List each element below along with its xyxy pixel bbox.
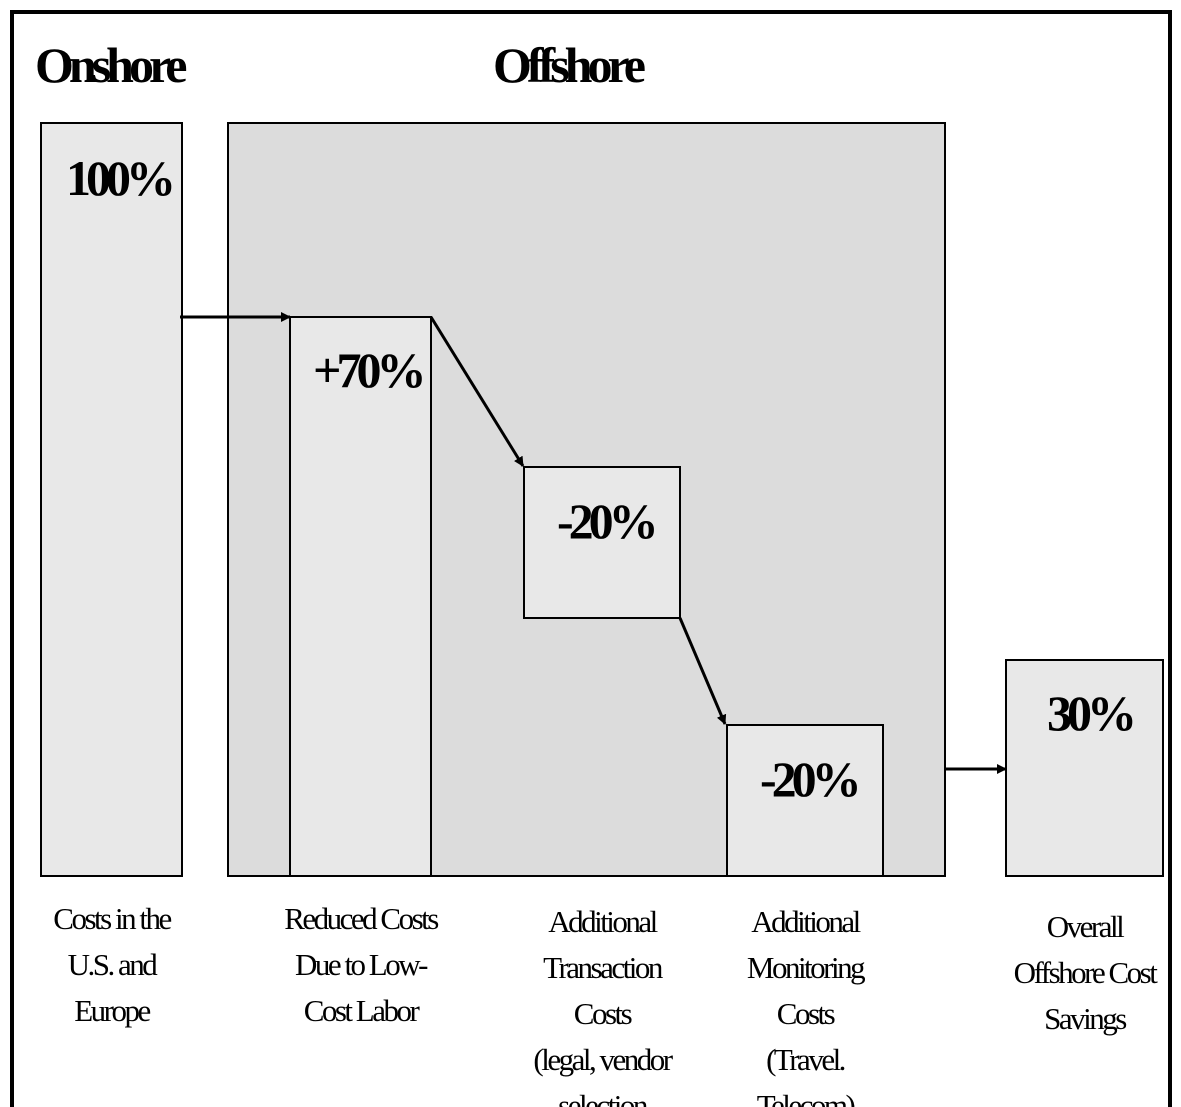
step-box [40,122,183,877]
step-value: -20% [557,493,655,549]
step-caption: Transaction [543,950,664,985]
step-caption: Reduced Costs [284,901,438,936]
step-caption: Additional [548,904,657,939]
step-caption: selection [558,1088,649,1107]
step-caption: (legal, vendor [533,1042,673,1077]
arrow [429,316,525,467]
step-caption: Costs [777,996,835,1031]
step-caption: Cost Labor [304,993,421,1028]
step-box [289,316,432,877]
step-value: -20% [760,751,858,807]
step-caption: Overall [1047,909,1124,944]
step-caption: Monitoring [747,950,865,985]
step-box [523,466,681,619]
offshore-heading: Offshore [493,37,645,93]
step-value: 100% [66,150,172,206]
step-caption: Due to Low- [295,947,428,982]
onshore-heading: Onshore [35,37,186,93]
step-value: +70% [313,342,422,398]
step-box [726,724,884,877]
arrows [180,312,1007,774]
step-value: 30% [1047,685,1133,741]
step-caption: Offshore Cost [1014,955,1159,990]
step-caption: Savings [1044,1001,1126,1036]
step-caption: Telecom) [757,1088,855,1107]
steps: 100% +70% -20% -20% 30% [40,122,1164,877]
step-caption: Costs [574,996,632,1031]
arrow [678,617,727,725]
step-caption: Additional [751,904,860,939]
step-caption: Europe [74,993,150,1028]
step-caption: Costs in the [53,901,171,936]
step-caption: U.S. and [68,947,159,982]
step-caption: (Travel. [766,1042,845,1077]
